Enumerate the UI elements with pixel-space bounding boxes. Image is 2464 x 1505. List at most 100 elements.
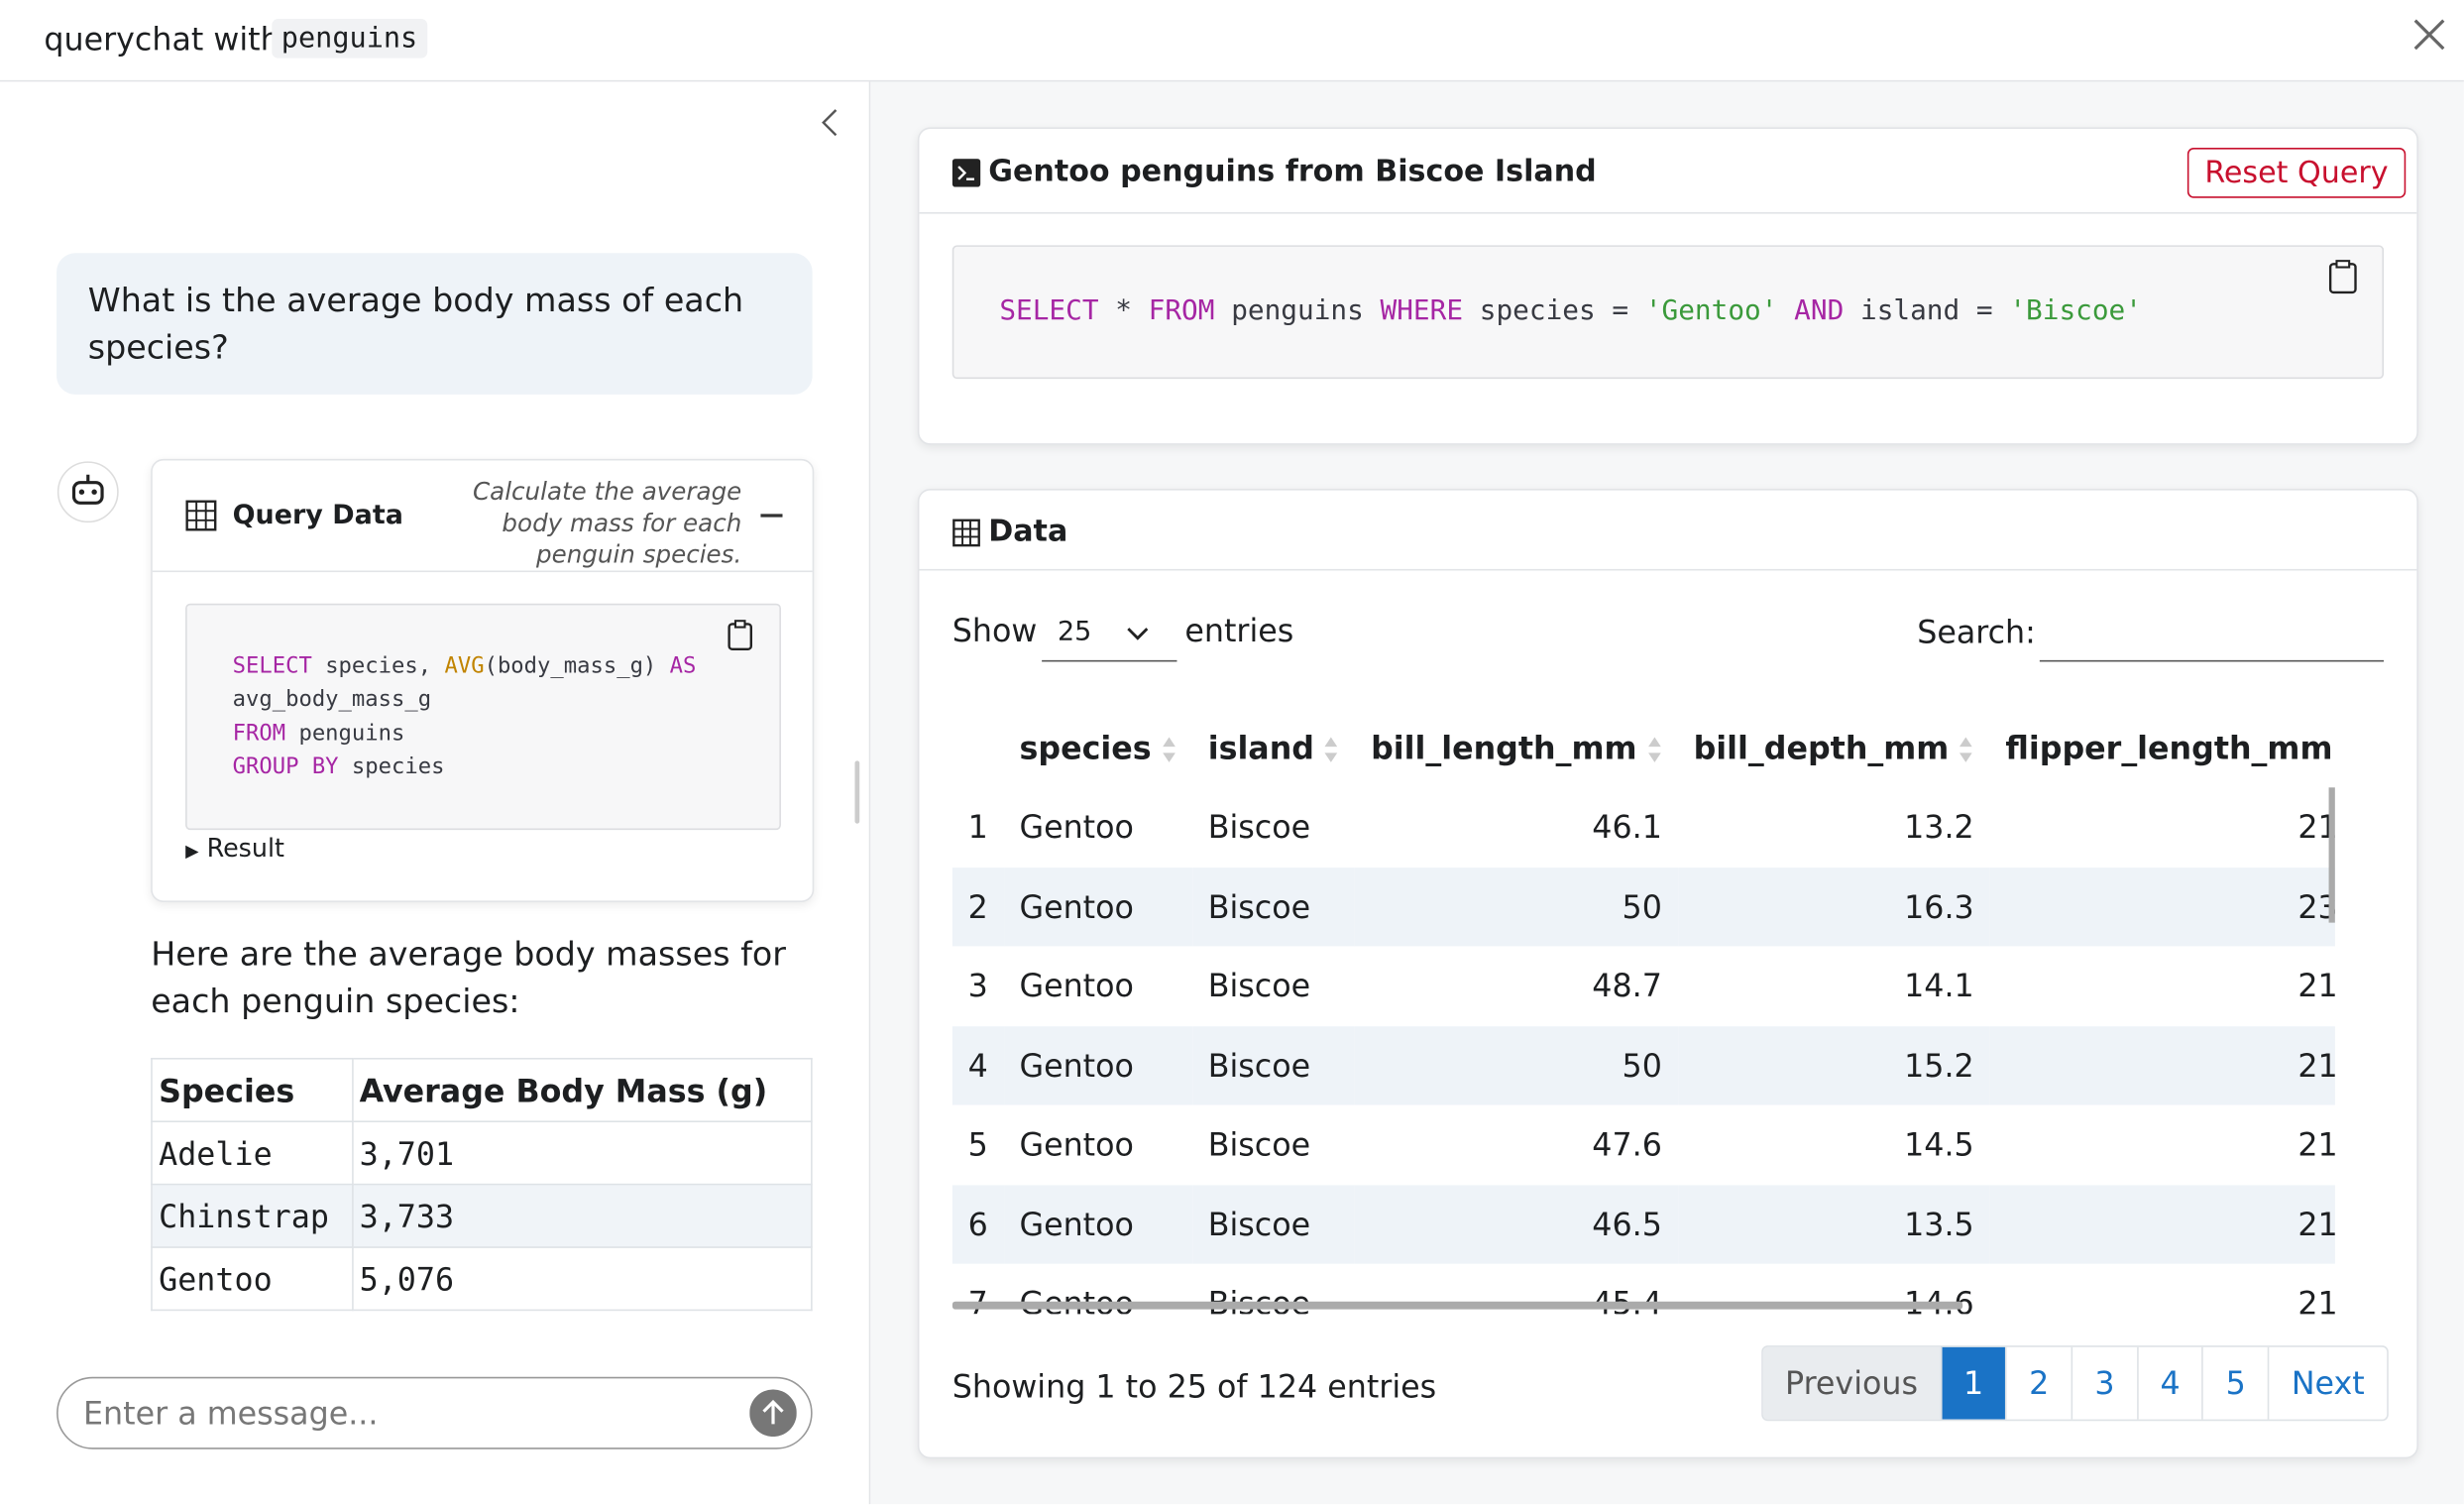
table-cell: Biscoe	[1192, 946, 1355, 1025]
page-button[interactable]: 3	[2072, 1347, 2137, 1420]
response-text: Here are the average body masses for eac…	[151, 931, 811, 1025]
page-button[interactable]: 1	[1940, 1347, 2005, 1420]
result-table: SpeciesAverage Body Mass (g)Adelie3,701C…	[151, 1058, 812, 1311]
sql-token: species,	[312, 654, 445, 679]
table-row: 3GentooBiscoe48.714.1210	[952, 946, 2335, 1025]
table-row: Chinstrap3,733	[152, 1185, 812, 1247]
sql-code: SELECT species, AVG(body_mass_g) AS avg_b…	[233, 650, 697, 784]
show-label: Show	[952, 612, 1038, 649]
page-button[interactable]: 4	[2137, 1347, 2202, 1420]
vertical-scrollbar[interactable]	[2329, 787, 2335, 922]
sql-token: penguins	[1214, 295, 1380, 327]
table-row: Adelie3,701	[152, 1121, 812, 1184]
sql-token: penguins	[285, 721, 404, 746]
table-row: 6GentooBiscoe46.513.5210	[952, 1185, 2335, 1264]
column-label: island	[1208, 729, 1314, 766]
table-cell: 5,076	[352, 1247, 811, 1310]
column-label: bill_length_mm	[1371, 729, 1636, 766]
sql-token: (body_mass_g)	[485, 654, 670, 679]
collapse-button[interactable]	[819, 107, 840, 139]
user-message: What is the average body mass of each sp…	[56, 253, 813, 395]
dropdown-arrow	[1127, 626, 1149, 641]
row-index: 6	[952, 1185, 1004, 1264]
sql-token: species	[339, 754, 445, 779]
column-header[interactable]: species	[1004, 709, 1192, 787]
reset-button[interactable]: Reset Query	[2187, 148, 2406, 198]
table-cell: 211	[1990, 1264, 2335, 1315]
sql-token: island =	[1844, 295, 2009, 327]
entries-select[interactable]: 25	[1042, 607, 1176, 661]
sql-token: avg_body_mass_g	[233, 687, 431, 712]
table-cell: Chinstrap	[152, 1185, 352, 1247]
column-label: species	[1020, 729, 1152, 766]
sort-icon[interactable]	[1161, 733, 1176, 767]
table-cell: 46.1	[1355, 787, 1678, 867]
sql-line: SELECT species, AVG(body_mass_g) AS	[233, 650, 697, 684]
row-index: 5	[952, 1105, 1004, 1185]
column-header[interactable]: island	[1192, 709, 1355, 787]
input-placeholder: Enter a message...	[83, 1394, 378, 1432]
table-cell: 210	[1990, 1185, 2335, 1264]
table-cell: Gentoo	[1004, 1105, 1192, 1185]
collapse-tool[interactable]	[760, 513, 782, 519]
sql-token: AS	[670, 654, 697, 679]
table-cell: Biscoe	[1192, 1105, 1355, 1185]
sort-icon[interactable]	[1324, 733, 1340, 767]
table-cell: 13.5	[1678, 1185, 1990, 1264]
table-header: species island bill_length_mm bill_depth_mm…	[952, 709, 2335, 787]
horizontal-scrollbar[interactable]	[952, 1302, 1962, 1310]
column-header: Average Body Mass (g)	[352, 1059, 811, 1121]
send-button[interactable]	[749, 1389, 797, 1437]
column-header[interactable]: bill_depth_mm	[1678, 709, 1990, 787]
sql-code: SELECT * FROM penguins WHERE species = '…	[999, 295, 2142, 327]
tool-description: Calculate the average body mass for each…	[427, 476, 741, 570]
sort-icon[interactable]	[1959, 733, 1974, 767]
table-cell: Biscoe	[1192, 1185, 1355, 1264]
sql-token	[1777, 295, 1794, 327]
dataset-name: penguins	[272, 19, 426, 58]
copy-button[interactable]	[726, 618, 754, 652]
copy-button[interactable]	[2327, 258, 2359, 295]
message-input[interactable]: Enter a message...	[56, 1377, 813, 1449]
sql-token: FROM	[233, 721, 285, 746]
table-cell: Biscoe	[1192, 787, 1355, 867]
table-cell: Gentoo	[1004, 1025, 1192, 1104]
page-button[interactable]: 2	[2005, 1347, 2071, 1420]
sql-line: GROUP BY species	[233, 752, 697, 785]
terminal-icon	[952, 159, 981, 187]
table-cell: 14.1	[1678, 946, 1990, 1025]
sql-token: SELECT	[233, 654, 312, 679]
table-cell: 210	[1990, 946, 2335, 1025]
sql-token: AVG	[444, 654, 484, 679]
assistant-avatar	[56, 461, 119, 523]
row-index: 4	[952, 1025, 1004, 1104]
table-info: Showing 1 to 25 of 124 entries	[952, 1367, 1436, 1405]
table-cell: 215	[1990, 1105, 2335, 1185]
table-cell: Gentoo	[1004, 946, 1192, 1025]
page-button[interactable]: Previous	[1763, 1347, 1940, 1420]
table-cell: 13.2	[1678, 787, 1990, 867]
column-header[interactable]: bill_length_mm	[1355, 709, 1678, 787]
disclosure-arrow: ▶	[185, 841, 198, 862]
page-button[interactable]: 5	[2202, 1347, 2268, 1420]
close-button[interactable]	[2412, 17, 2447, 52]
tool-card: Query Data Calculate the average body ma…	[151, 459, 814, 902]
table-cell: Biscoe	[1192, 867, 1355, 946]
entries-value: 25	[1058, 616, 1091, 647]
result-toggle[interactable]: ▶ Result	[185, 833, 284, 863]
search-input[interactable]	[2040, 607, 2384, 661]
table-cell: Adelie	[152, 1121, 352, 1184]
data-table: species island bill_length_mm bill_depth_mm…	[952, 709, 2335, 1314]
table-viewport: species island bill_length_mm bill_depth_mm…	[952, 709, 2335, 1314]
data-card: Data Show 25 entries Search: speciesisla…	[918, 489, 2418, 1458]
table-cell: Gentoo	[152, 1247, 352, 1310]
table-cell: 48.7	[1355, 946, 1678, 1025]
table-cell: Gentoo	[1004, 867, 1192, 946]
page-button[interactable]: Next	[2268, 1347, 2387, 1420]
table-row: 1GentooBiscoe46.113.2211	[952, 787, 2335, 867]
resize-handle[interactable]	[854, 760, 859, 823]
search-label: Search:	[1917, 613, 2036, 650]
table-cell: 218	[1990, 1025, 2335, 1104]
sort-icon[interactable]	[1646, 733, 1662, 767]
column-header[interactable]: flipper_length_mm	[1990, 709, 2335, 787]
